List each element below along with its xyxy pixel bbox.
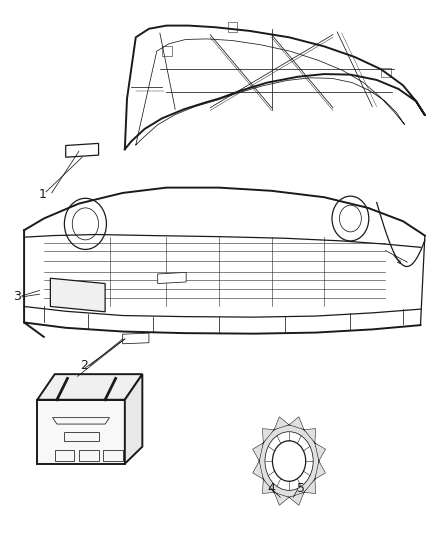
Polygon shape: [262, 479, 274, 494]
Circle shape: [259, 425, 319, 497]
Polygon shape: [253, 443, 263, 461]
Polygon shape: [289, 417, 304, 430]
Text: 1: 1: [39, 188, 47, 201]
Polygon shape: [158, 272, 186, 284]
Text: 4: 4: [268, 482, 276, 495]
Polygon shape: [289, 492, 304, 505]
Circle shape: [272, 441, 306, 481]
Polygon shape: [37, 374, 142, 400]
Polygon shape: [50, 278, 105, 312]
Polygon shape: [274, 417, 289, 430]
Polygon shape: [125, 374, 142, 464]
Polygon shape: [37, 400, 125, 464]
Polygon shape: [262, 429, 274, 443]
Polygon shape: [123, 333, 149, 344]
Polygon shape: [66, 143, 99, 157]
Polygon shape: [274, 492, 289, 505]
Polygon shape: [315, 443, 325, 461]
Text: 5: 5: [297, 482, 305, 495]
Polygon shape: [253, 461, 263, 479]
Circle shape: [265, 432, 313, 490]
Polygon shape: [304, 479, 316, 494]
Polygon shape: [315, 461, 325, 479]
Text: 3: 3: [13, 290, 21, 303]
Text: 2: 2: [80, 359, 88, 372]
Polygon shape: [304, 429, 316, 443]
